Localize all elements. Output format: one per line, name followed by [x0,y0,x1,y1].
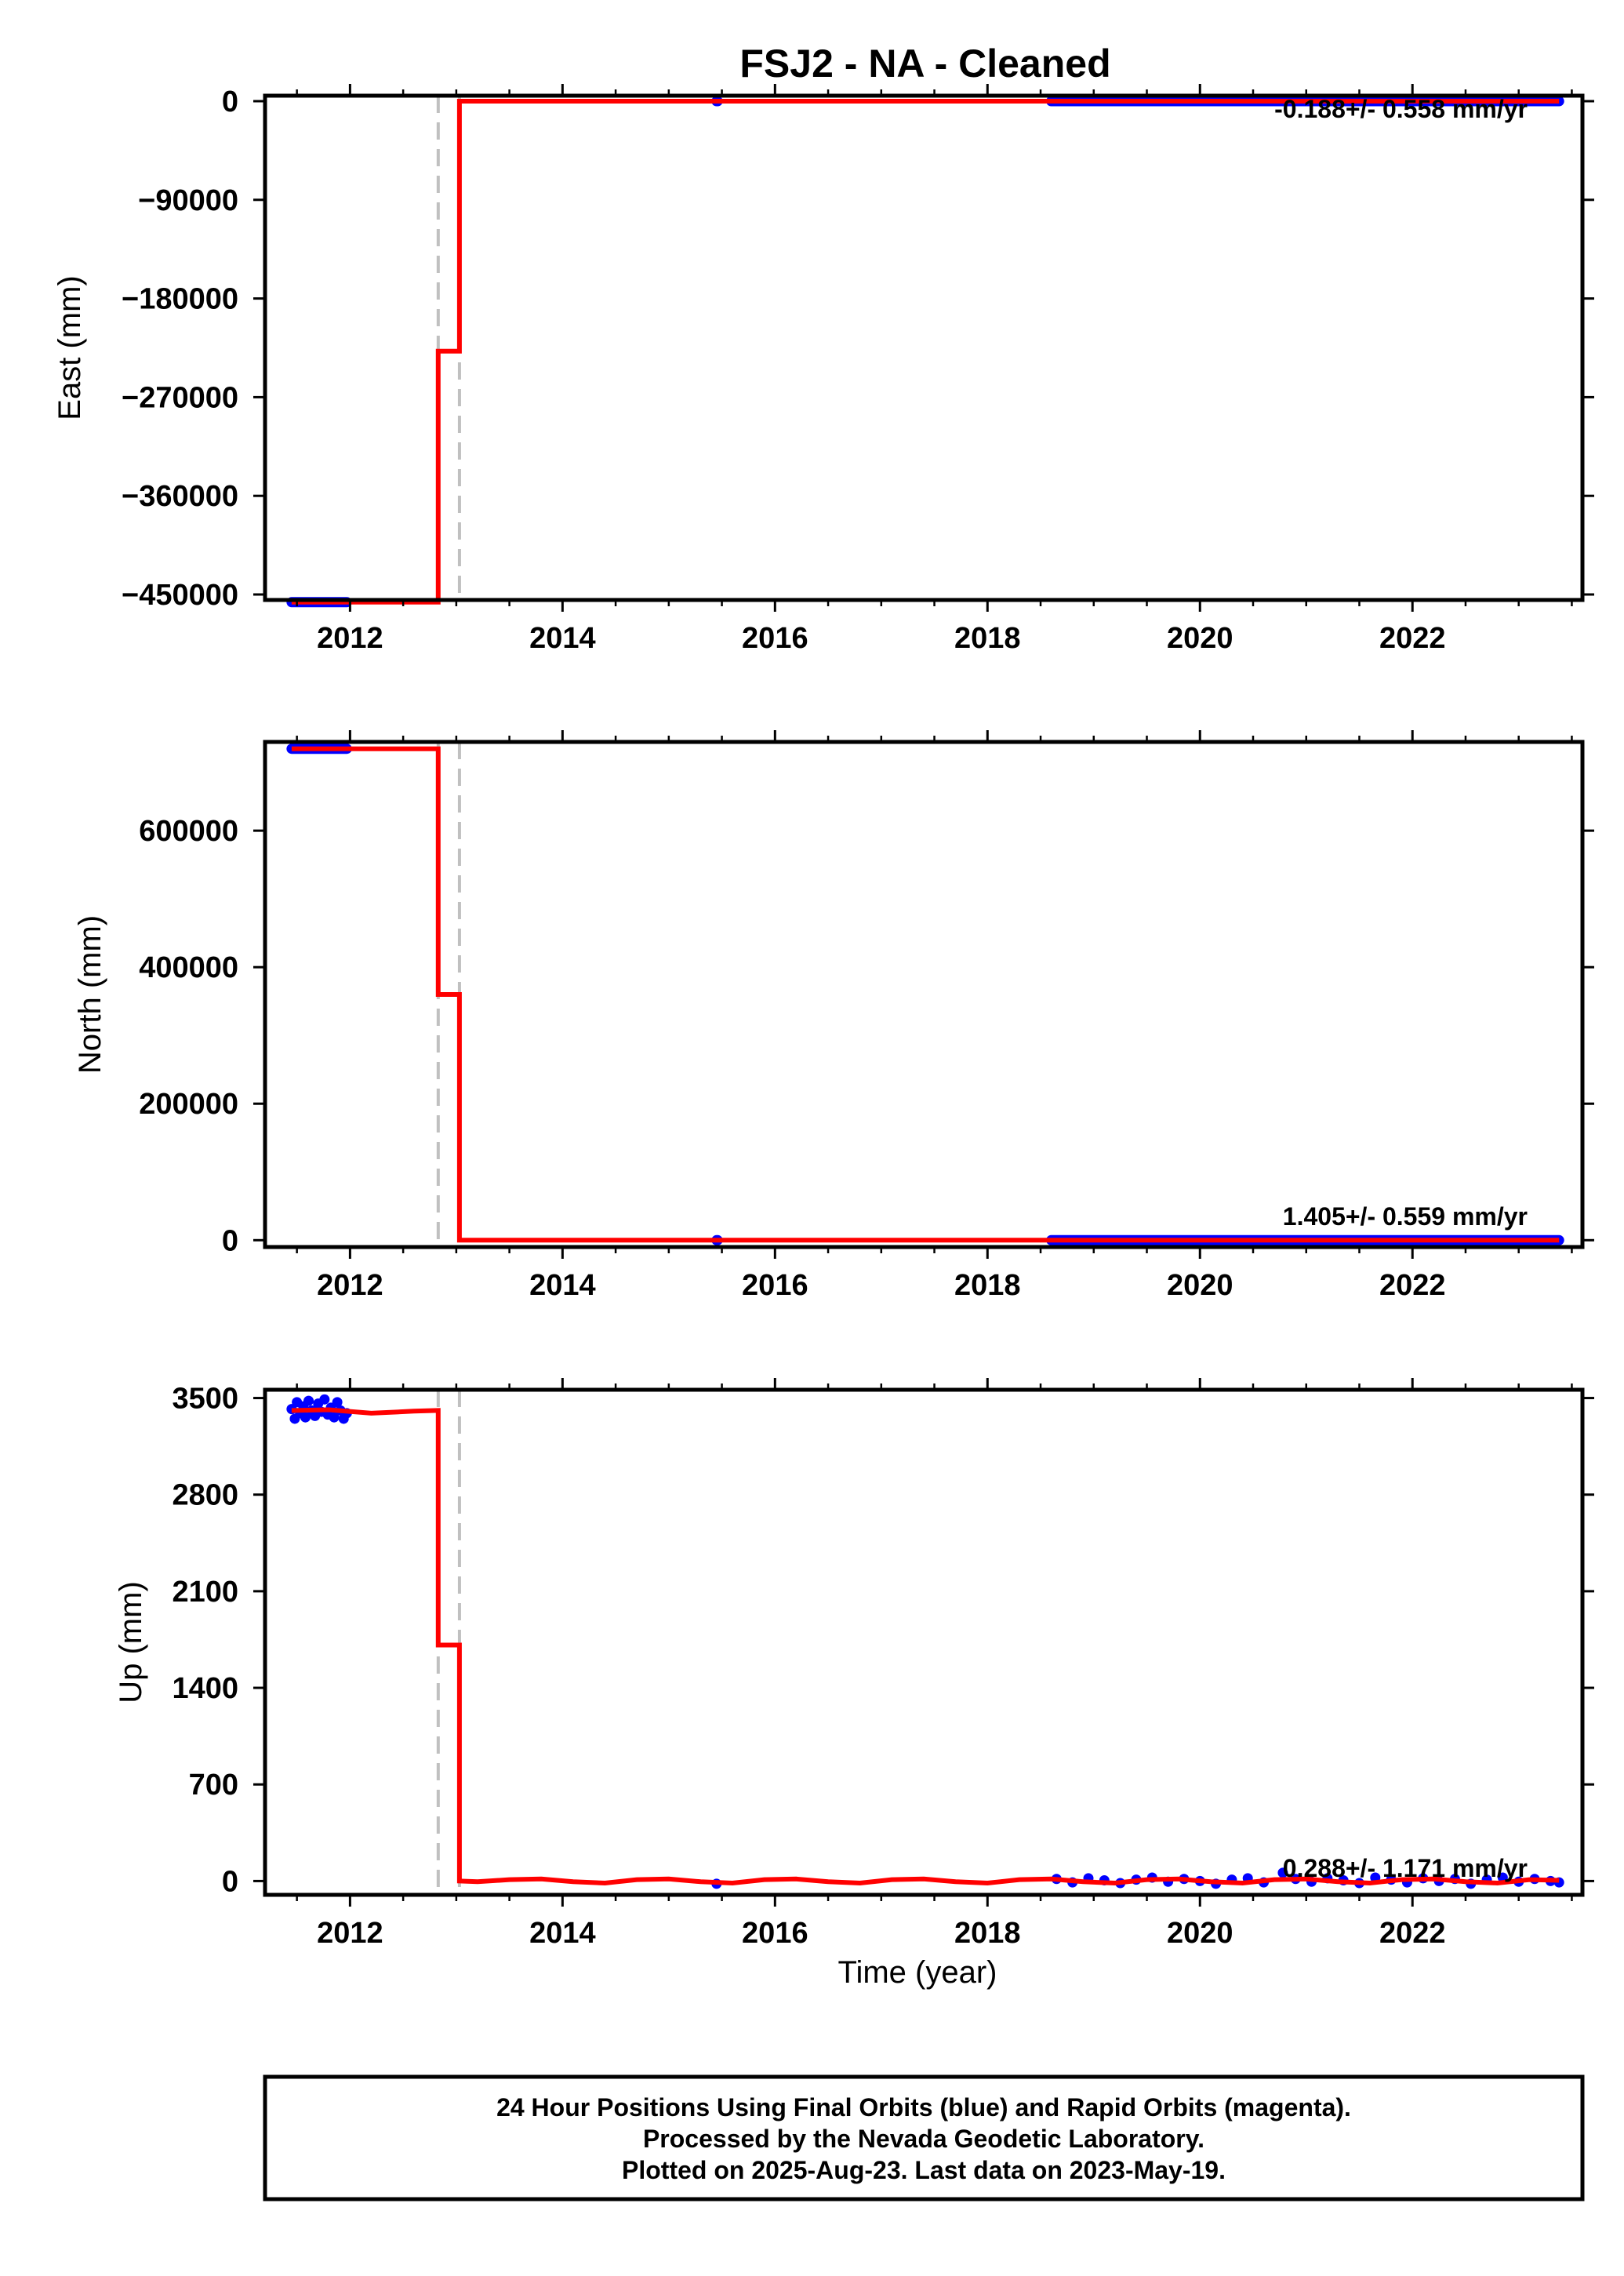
x-axis-label: Time (year) [838,1955,997,1990]
x-tick-label-north-1: 2014 [529,1269,596,1302]
rate-label-north: 1.405+/- 0.559 mm/yr [1283,1202,1528,1231]
panel-east: 2012 2014 2016 2018 2020 2022 0 −90000 −180000 −2… [53,84,1594,655]
x-tick-label-east-3: 2018 [954,622,1021,655]
y-axis-label-east: East (mm) [53,275,87,420]
observation-point-up-14 [329,1412,340,1423]
plot-area-north [265,742,1582,1247]
y-tick-label-up-1: 700 [189,1769,238,1802]
x-tick-label-north-2: 2016 [742,1269,808,1302]
model-line-up [291,1407,1560,1886]
x-tick-label-north-0: 2012 [317,1269,383,1302]
observation-point-up-5 [300,1412,311,1423]
y-tick-label-east-4: −360000 [122,480,238,513]
footer-line-2: Processed by the Nevada Geodetic Laborat… [643,2125,1204,2153]
footer-line-3: Plotted on 2025-Aug-23. Last data on 202… [622,2156,1226,2184]
panels-group: 2012 2014 2016 2018 2020 2022 0 −90000 −180000 −2… [53,84,1594,1950]
y-tick-label-up-3: 2100 [172,1576,238,1609]
y-tick-label-up-5: 3500 [172,1383,238,1416]
footer-box: 24 Hour Positions Using Final Orbits (bl… [263,2074,1585,2201]
x-tick-label-east-0: 2012 [317,622,383,655]
y-tick-label-up-0: 0 [222,1865,238,1898]
x-tick-label-east-1: 2014 [529,622,596,655]
figure-title: FSJ2 - NA - Cleaned [739,42,1110,85]
plot-area-up [265,1390,1582,1895]
y-tick-label-east-0: 0 [222,85,238,118]
panel-up: 2012 2014 2016 2018 2020 2022 0 700 1400 2100 2800… [114,1378,1594,1950]
x-tick-label-east-2: 2016 [742,622,808,655]
x-tick-label-north-4: 2020 [1167,1269,1233,1302]
x-tick-label-up-5: 2022 [1379,1917,1446,1950]
rate-label-up: 0.288+/- 1.171 mm/yr [1283,1854,1528,1882]
plot-frame-east [263,93,1585,602]
y-tick-label-east-5: −450000 [122,579,238,612]
plot-frame-north [263,740,1585,1249]
y-tick-label-north-3: 600000 [139,815,238,848]
footer-frame [263,2074,1585,2201]
model-line-east [291,99,1560,605]
y-axis-label-up: Up (mm) [114,1581,148,1703]
y-tick-label-east-2: −180000 [122,283,238,316]
y-tick-label-north-2: 400000 [139,951,238,984]
y-tick-label-up-4: 2800 [172,1479,238,1512]
plot-area-east [265,96,1582,600]
y-tick-label-north-0: 0 [222,1224,238,1257]
rate-label-east: -0.188+/- 0.558 mm/yr [1274,95,1528,123]
x-tick-label-up-2: 2016 [742,1917,808,1950]
footer-line-1: 24 Hour Positions Using Final Orbits (bl… [496,2093,1351,2121]
y-axis-label-north: North (mm) [73,915,107,1074]
observation-point-up-34 [1277,1867,1288,1878]
x-tick-label-north-3: 2018 [954,1269,1021,1302]
y-tick-label-up-2: 1400 [172,1672,238,1705]
plot-frame-up [263,1387,1585,1897]
x-tick-label-up-1: 2014 [529,1917,596,1950]
x-tick-label-east-4: 2020 [1167,622,1233,655]
x-tick-label-east-5: 2022 [1379,622,1446,655]
x-tick-label-up-4: 2020 [1167,1917,1233,1950]
observation-point-up-11 [319,1394,330,1405]
y-tick-label-east-3: −270000 [122,381,238,414]
x-tick-label-up-3: 2018 [954,1917,1021,1950]
x-tick-label-up-0: 2012 [317,1917,383,1950]
observation-point-up-15 [332,1397,343,1408]
x-tick-label-north-5: 2022 [1379,1269,1446,1302]
observation-point-up-6 [303,1395,314,1406]
panel-north: 2012 2014 2016 2018 2020 2022 0 200000 400000 600… [73,730,1594,1302]
y-tick-label-north-1: 200000 [139,1088,238,1121]
model-line-north [291,746,1560,1243]
y-tick-label-east-1: −90000 [138,184,238,217]
